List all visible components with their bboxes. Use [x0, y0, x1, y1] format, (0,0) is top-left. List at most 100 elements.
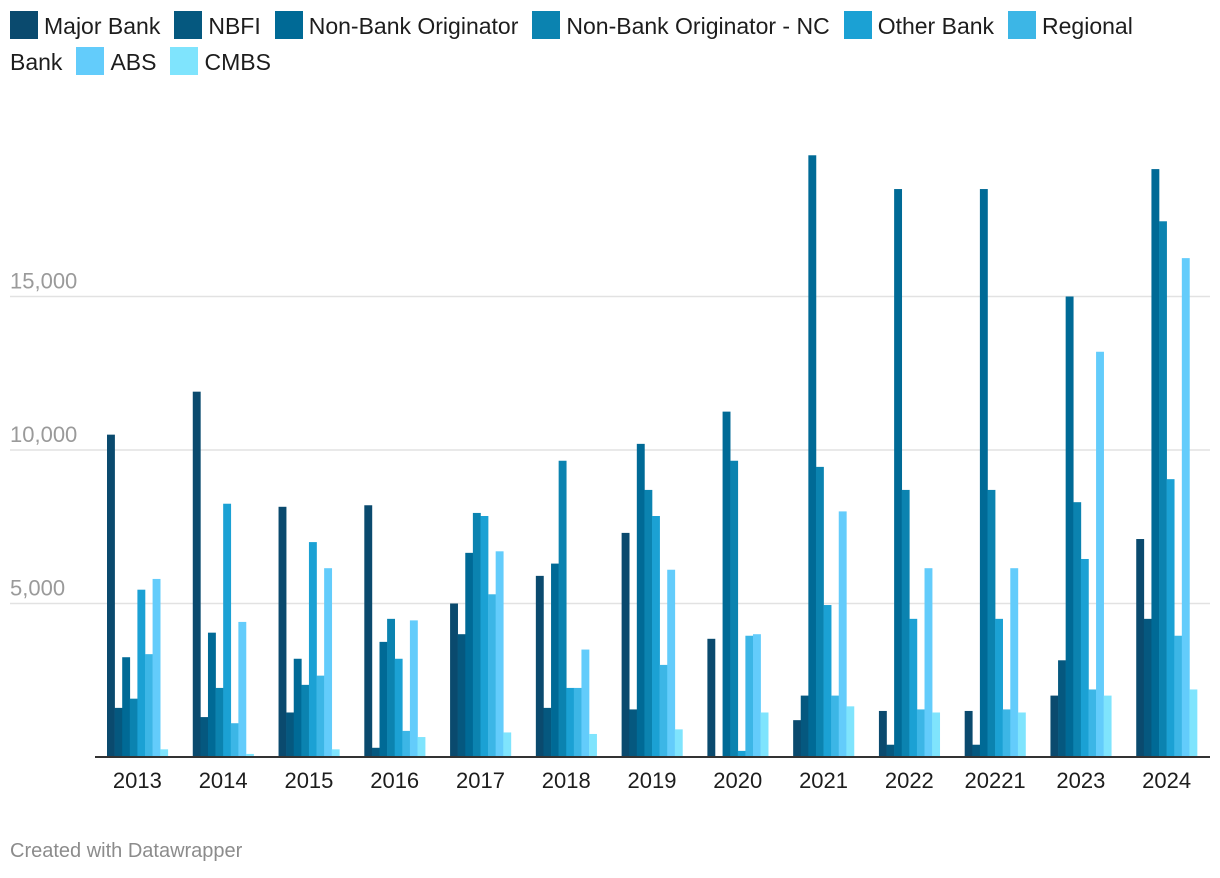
legend-label: Non-Bank Originator [308, 13, 519, 39]
bar [1080, 558, 1089, 757]
y-tick-label: 10,000 [10, 422, 77, 447]
bar [364, 505, 373, 757]
bar [629, 709, 638, 757]
bar [223, 503, 232, 757]
bar [752, 634, 761, 757]
bar [457, 634, 466, 757]
bar [815, 466, 824, 757]
bar [674, 729, 683, 757]
bar [245, 753, 254, 757]
bar [808, 155, 817, 757]
x-tick-label: 2017 [456, 768, 505, 793]
bar [573, 687, 582, 757]
bar [1096, 351, 1104, 757]
legend-item: Other Bank [843, 11, 995, 39]
y-tick-label: 15,000 [10, 269, 77, 294]
bar [1166, 479, 1175, 757]
bar [566, 687, 575, 757]
bar [286, 712, 295, 757]
bar [207, 632, 216, 757]
bar [301, 684, 310, 757]
bar [465, 552, 474, 757]
bar [230, 723, 239, 757]
legend-swatch [174, 11, 203, 39]
legend-item: ABS [76, 47, 157, 75]
legend: Major Bank NBFI Non-Bank Originator Non-Ban… [10, 8, 1205, 80]
bar [402, 730, 411, 757]
bar [192, 391, 201, 757]
x-tick-label: 2014 [199, 768, 248, 793]
bar [371, 747, 380, 757]
bar [200, 717, 209, 757]
legend-item: Non-Bank Originator - NC [532, 11, 830, 39]
legend-label: Non-Bank Originator - NC [566, 13, 830, 39]
legend-item: CMBS [170, 47, 271, 75]
bar [1065, 296, 1074, 757]
bar [450, 603, 458, 757]
bar [1010, 568, 1019, 757]
bar [145, 654, 153, 757]
bar [987, 489, 996, 757]
x-tick-label: 2018 [542, 768, 591, 793]
bar [1050, 695, 1059, 757]
legend-label: Major Bank [44, 13, 161, 39]
bar [308, 542, 317, 757]
bar [995, 618, 1003, 757]
bar [160, 749, 169, 757]
bar [636, 443, 645, 757]
bar [293, 658, 302, 757]
bar [667, 569, 676, 757]
bar [972, 744, 981, 757]
legend-item: Non-Bank Originator [274, 11, 519, 39]
bar [551, 563, 559, 757]
bar [831, 695, 840, 757]
bar [114, 707, 123, 757]
bar [238, 621, 247, 757]
bar [1073, 502, 1082, 757]
bar [278, 506, 287, 757]
bar [387, 618, 396, 757]
bar [621, 532, 630, 757]
bar [558, 460, 567, 757]
legend-label: ABS [110, 49, 157, 75]
bar [480, 516, 489, 757]
bar [979, 189, 988, 758]
bar [1088, 689, 1097, 757]
x-tick-label: 2024 [1142, 768, 1191, 793]
legend-swatch [274, 11, 303, 39]
bar [932, 712, 941, 757]
bar [838, 511, 847, 757]
legend-swatch [76, 47, 105, 75]
legend-label: CMBS [204, 49, 271, 75]
legend-label: Other Bank [877, 13, 995, 39]
bar [1174, 635, 1183, 757]
y-tick-label: 5,000 [10, 576, 65, 601]
bar [909, 618, 918, 757]
x-tick-label: 2021 [799, 768, 848, 793]
bar [472, 512, 481, 757]
bar [394, 658, 403, 757]
legend-label: Regional Bank [10, 13, 1133, 75]
bar [331, 749, 340, 757]
bar [659, 664, 668, 757]
bar [581, 649, 590, 757]
legend-swatch [532, 11, 561, 39]
legend-swatch [1008, 11, 1037, 39]
bar [800, 695, 809, 757]
bar [1058, 660, 1066, 757]
bar [644, 489, 653, 757]
legend-swatch [843, 11, 872, 39]
bar [107, 434, 115, 757]
bar [745, 635, 754, 757]
bar [543, 707, 552, 757]
bar [760, 712, 769, 757]
bar [1103, 695, 1112, 757]
bar [1159, 221, 1167, 757]
legend-item: Regional Bank [10, 11, 1133, 75]
bar [316, 675, 325, 757]
bar [1143, 618, 1152, 757]
bar [1151, 169, 1160, 758]
bar [503, 732, 512, 757]
bar [1136, 539, 1145, 757]
